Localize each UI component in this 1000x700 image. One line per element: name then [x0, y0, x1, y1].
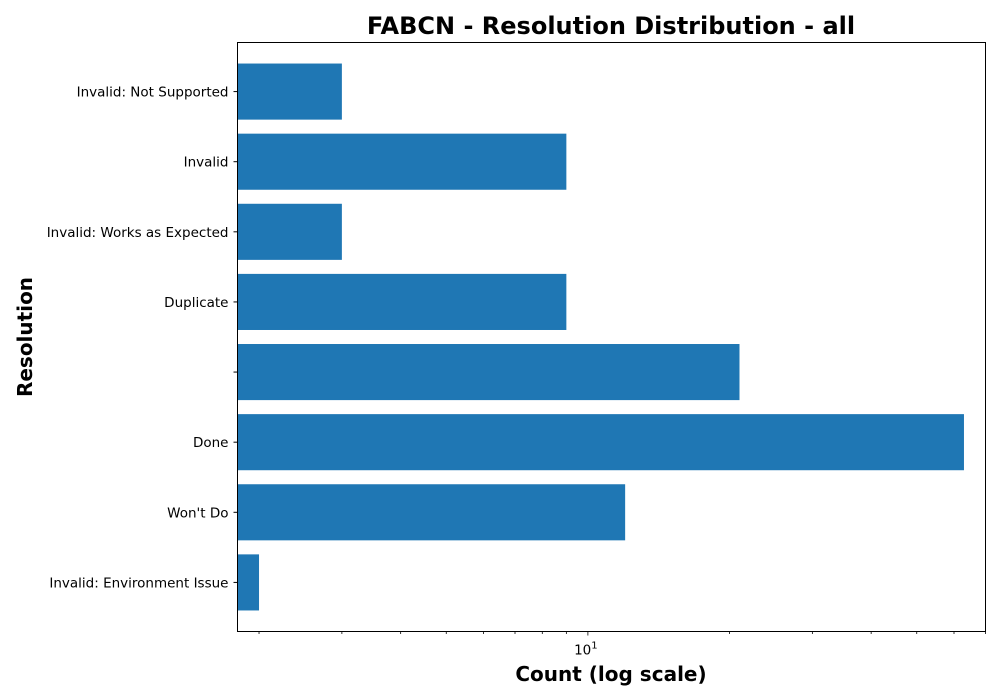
- y-axis-ticks: Invalid: Environment Issue Won't Do Done Du…: [47, 85, 238, 591]
- y-tick-label: Done: [193, 435, 229, 451]
- bar: [237, 484, 626, 541]
- bar: [237, 344, 740, 401]
- y-tick-label: Duplicate: [164, 295, 228, 311]
- y-axis-label: Resolution: [13, 277, 37, 397]
- bar: [237, 414, 964, 471]
- bar: [237, 133, 567, 190]
- plot-frame: [237, 42, 986, 632]
- bars-group: [237, 63, 964, 611]
- y-tick-label: Invalid: Environment Issue: [49, 575, 228, 591]
- x-tick-label: 101: [574, 641, 598, 659]
- x-axis-label: Count (log scale): [515, 662, 706, 686]
- y-tick-label: Invalid: Not Supported: [77, 85, 229, 101]
- x-axis-ticks: 101: [258, 631, 986, 659]
- y-tick-label: Won't Do: [167, 505, 228, 521]
- bar: [237, 203, 342, 260]
- bar: [237, 63, 342, 120]
- bar: [237, 554, 260, 611]
- chart-title: FABCN - Resolution Distribution - all: [367, 12, 855, 40]
- y-tick-label: Invalid: Works as Expected: [47, 225, 229, 241]
- y-tick-label: Invalid: [184, 155, 229, 171]
- bar: [237, 273, 567, 330]
